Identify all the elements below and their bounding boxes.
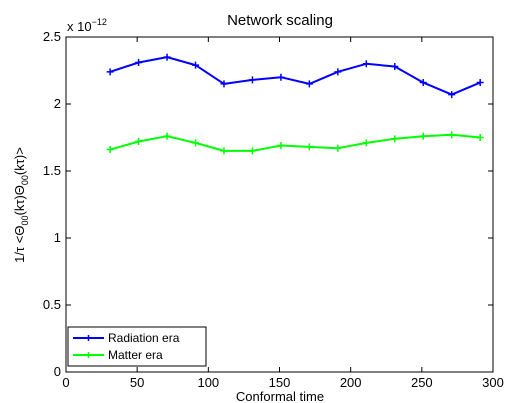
- x-tick-label: 300: [482, 375, 504, 390]
- series-layer: [106, 53, 484, 155]
- data-point-marker: [362, 139, 370, 147]
- legend-entry-matter: Matter era: [73, 348, 163, 362]
- data-point-marker: [476, 79, 484, 87]
- y-axis-multiplier: x 10−12: [67, 17, 107, 34]
- x-tick-label: 150: [269, 375, 291, 390]
- y-tick-label: 0: [54, 364, 61, 379]
- series-line: [109, 56, 481, 96]
- data-point-marker: [448, 91, 456, 99]
- data-point-marker: [419, 79, 427, 87]
- data-point-marker: [334, 68, 342, 76]
- series-line: [109, 133, 481, 152]
- legend-box: [67, 326, 207, 367]
- chart-title: Network scaling: [227, 12, 333, 29]
- data-point-marker: [305, 143, 313, 151]
- legend-entry-radiation: Radiation era: [73, 331, 180, 345]
- y-label-sub-2: 00: [20, 175, 30, 185]
- y-tick-label: 2.5: [43, 29, 61, 44]
- series-radiation: [106, 53, 484, 99]
- data-point-marker: [106, 146, 114, 154]
- data-point-marker: [248, 147, 256, 155]
- data-point-marker: [305, 80, 313, 88]
- legend-label-matter: Matter era: [108, 348, 163, 362]
- data-point-marker: [391, 135, 399, 143]
- data-point-marker: [106, 68, 114, 76]
- data-point-marker: [334, 144, 342, 152]
- y-label-part-2: (kτ)Θ: [12, 185, 27, 215]
- data-point-marker: [192, 61, 200, 69]
- data-point-marker: [277, 142, 285, 150]
- data-point-marker: [192, 139, 200, 147]
- plot-frame: [65, 36, 494, 373]
- legend: Radiation era Matter era: [67, 326, 207, 367]
- x-tick-label: 100: [197, 375, 219, 390]
- legend-label-radiation: Radiation era: [108, 331, 180, 345]
- y-axis-label: 1/τ <Θ00(kτ)Θ00(kτ)>: [12, 147, 30, 263]
- y-tick-label: 0.5: [43, 297, 61, 312]
- data-point-marker: [135, 58, 143, 66]
- data-point-marker: [448, 131, 456, 139]
- data-point-marker: [277, 73, 285, 81]
- series-matter: [106, 131, 484, 155]
- x-tick-label: 200: [340, 375, 362, 390]
- x-axis-label: Conformal time: [236, 389, 324, 403]
- x-tick-label: 50: [130, 375, 144, 390]
- data-point-marker: [248, 76, 256, 84]
- y-multiplier-exponent: −12: [92, 17, 107, 27]
- y-label-sub-1: 00: [20, 216, 30, 226]
- data-point-marker: [419, 132, 427, 140]
- plot-background: [66, 37, 493, 372]
- x-tick-label: 250: [411, 375, 433, 390]
- data-point-marker: [220, 147, 228, 155]
- y-tick-label: 1: [54, 230, 61, 245]
- data-point-marker: [163, 132, 171, 140]
- y-tick-label: 1.5: [43, 163, 61, 178]
- y-multiplier-base: x 10: [67, 19, 92, 34]
- y-label-part-3: (kτ)>: [12, 147, 27, 175]
- y-tick-label: 2: [54, 96, 61, 111]
- data-point-marker: [163, 53, 171, 61]
- data-point-marker: [476, 134, 484, 141]
- y-label-part-1: 1/τ <Θ: [12, 226, 27, 263]
- data-point-marker: [391, 62, 399, 70]
- data-point-marker: [135, 138, 143, 146]
- x-axis-ticks: 0 50 100 150 200 250 300: [62, 37, 504, 390]
- data-point-marker: [220, 80, 228, 88]
- x-tick-label: 0: [62, 375, 69, 390]
- legend-marker-matter: [85, 352, 92, 358]
- data-point-marker: [362, 60, 370, 68]
- legend-marker-radiation: [85, 335, 92, 341]
